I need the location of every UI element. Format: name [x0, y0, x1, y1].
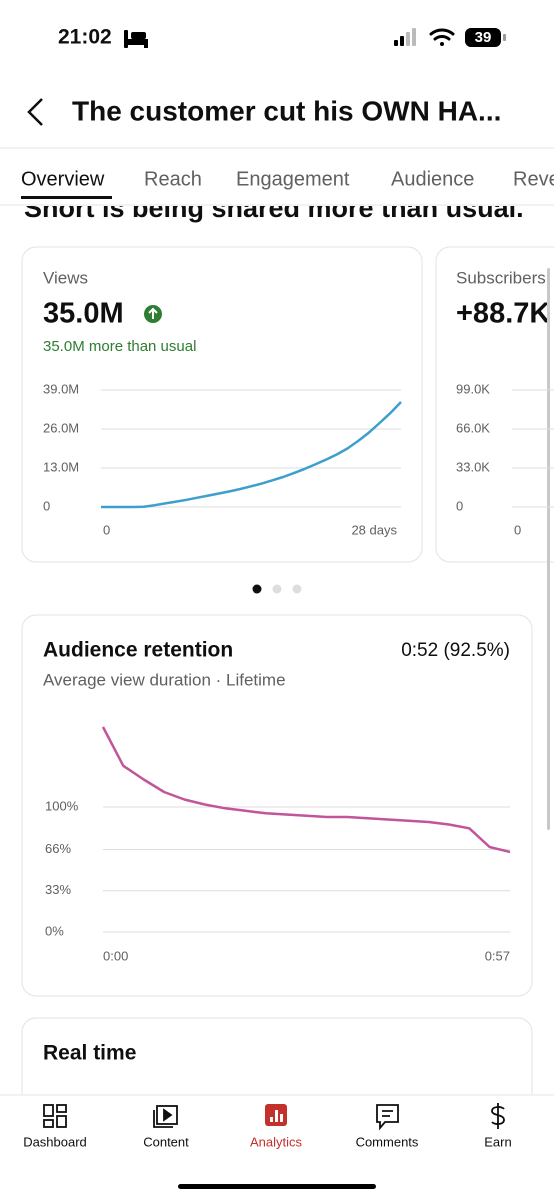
nav-label[interactable]: Content: [143, 1134, 189, 1149]
card-value: 35.0M: [43, 298, 124, 330]
nav-label[interactable]: Dashboard: [23, 1134, 87, 1149]
y-tick-label: 100%: [45, 798, 79, 813]
back-button[interactable]: [27, 98, 43, 126]
y-tick-label: 0: [456, 498, 463, 513]
x-tick-label: 0:00: [103, 948, 128, 963]
tab[interactable]: Audience: [391, 168, 474, 190]
status-time: 21:02: [58, 26, 112, 49]
nav-label[interactable]: Earn: [484, 1134, 511, 1149]
views-card[interactable]: [21, 246, 423, 563]
sleep-icon: [124, 30, 148, 48]
battery: [465, 28, 501, 47]
nav-label[interactable]: Comments: [356, 1134, 419, 1149]
series-line: [101, 726, 511, 854]
card-label: Views: [43, 268, 88, 287]
battery-cap: [503, 34, 506, 41]
home-indicator: [178, 1184, 376, 1189]
dashboard-icon: [43, 1104, 67, 1128]
signal-icon: [394, 28, 416, 46]
x-tick-label: 0:57: [485, 948, 510, 963]
x-tick-label: 28 days: [351, 522, 397, 537]
card-subtitle: Average view duration · Lifetime: [43, 670, 286, 689]
pager-dot[interactable]: [252, 584, 262, 594]
card-value: +88.7K: [456, 298, 550, 330]
y-tick-label: 0: [43, 498, 50, 513]
y-tick-label: 0%: [45, 923, 64, 938]
y-tick-label: 99.0K: [456, 381, 490, 396]
pager-dot[interactable]: [272, 584, 282, 594]
card-title: Audience retention: [43, 639, 233, 662]
battery-level: 39: [475, 29, 492, 46]
pager-dot[interactable]: [292, 584, 302, 594]
card-title: Real time: [43, 1042, 136, 1065]
tab[interactable]: Engagement: [236, 168, 350, 190]
analytics-icon: [265, 1104, 287, 1126]
nav-label[interactable]: Analytics: [250, 1134, 303, 1149]
y-tick-label: 13.0M: [43, 459, 79, 474]
x-tick-label: 0: [514, 522, 521, 537]
y-tick-label: 33%: [45, 882, 71, 897]
video-title: The customer cut his OWN HA...: [72, 95, 501, 126]
subscribers-card[interactable]: [435, 246, 554, 563]
insight-banner: Short is being shared more than usual.: [24, 193, 524, 223]
y-tick-label: 33.0K: [456, 459, 490, 474]
x-tick-label: 0: [103, 522, 110, 537]
tab-indicator: [21, 196, 112, 199]
content-icon: [153, 1105, 178, 1128]
y-tick-label: 66.0K: [456, 420, 490, 435]
retention-card[interactable]: [21, 614, 533, 997]
y-tick-label: 26.0M: [43, 420, 79, 435]
y-tick-label: 39.0M: [43, 381, 79, 396]
up-arrow: [148, 307, 158, 319]
card-label: Subscribers: [456, 268, 546, 287]
tab[interactable]: Reach: [144, 168, 202, 190]
y-tick-label: 66%: [45, 841, 71, 856]
earn-icon: [491, 1103, 505, 1129]
card-note: 35.0M more than usual: [43, 338, 196, 355]
series-line: [101, 401, 402, 509]
scrollbar: [547, 268, 550, 830]
tab[interactable]: Overview: [21, 168, 105, 190]
comments-icon: [376, 1104, 399, 1131]
tab[interactable]: Reve: [513, 168, 554, 190]
card-value: 0:52 (92.5%): [401, 640, 510, 661]
wifi-icon: [429, 28, 455, 46]
